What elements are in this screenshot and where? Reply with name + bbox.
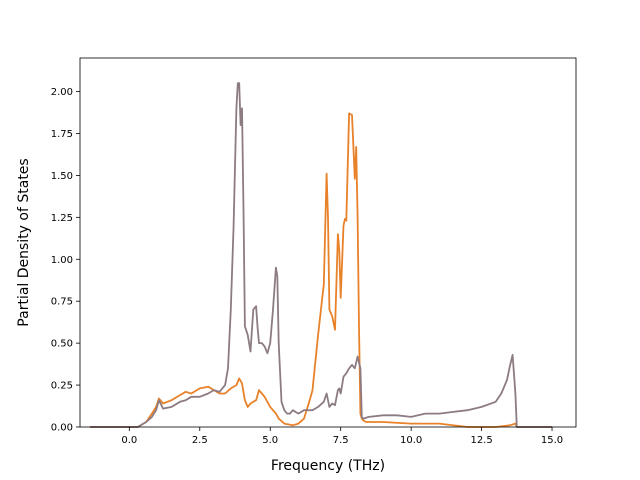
y-tick-label: 1.75: [51, 129, 73, 140]
y-tick-label: 0.50: [51, 339, 73, 350]
tick-layer: 0.0 2.5 5.0 7.5 10.0 12.5 15.0 0.00 0.25 0.50 0.75…: [51, 87, 563, 446]
y-tick-label: 1.25: [51, 213, 73, 224]
plot-frame: [79, 57, 577, 428]
series-line-2: [89, 82, 552, 428]
y-tick-label: 0.00: [51, 423, 73, 434]
x-tick-label: 15.0: [541, 435, 563, 446]
x-tick-label: 5.0: [262, 435, 278, 446]
y-tick-label: 0.75: [51, 297, 73, 308]
y-tick-label: 1.50: [51, 171, 73, 182]
x-tick-label: 2.5: [192, 435, 208, 446]
x-tick-label: 12.5: [470, 435, 492, 446]
x-axis-label: Frequency (THz): [271, 458, 385, 474]
x-tick-label: 7.5: [333, 435, 349, 446]
x-tick-label: 10.0: [400, 435, 422, 446]
y-axis-label: Partial Density of States: [16, 158, 32, 326]
y-tick-label: 0.25: [51, 381, 73, 392]
x-tick-label: 0.0: [121, 435, 137, 446]
y-tick-label: 1.00: [51, 255, 73, 266]
plot-layer: [89, 82, 552, 428]
y-tick-label: 2.00: [51, 87, 73, 98]
